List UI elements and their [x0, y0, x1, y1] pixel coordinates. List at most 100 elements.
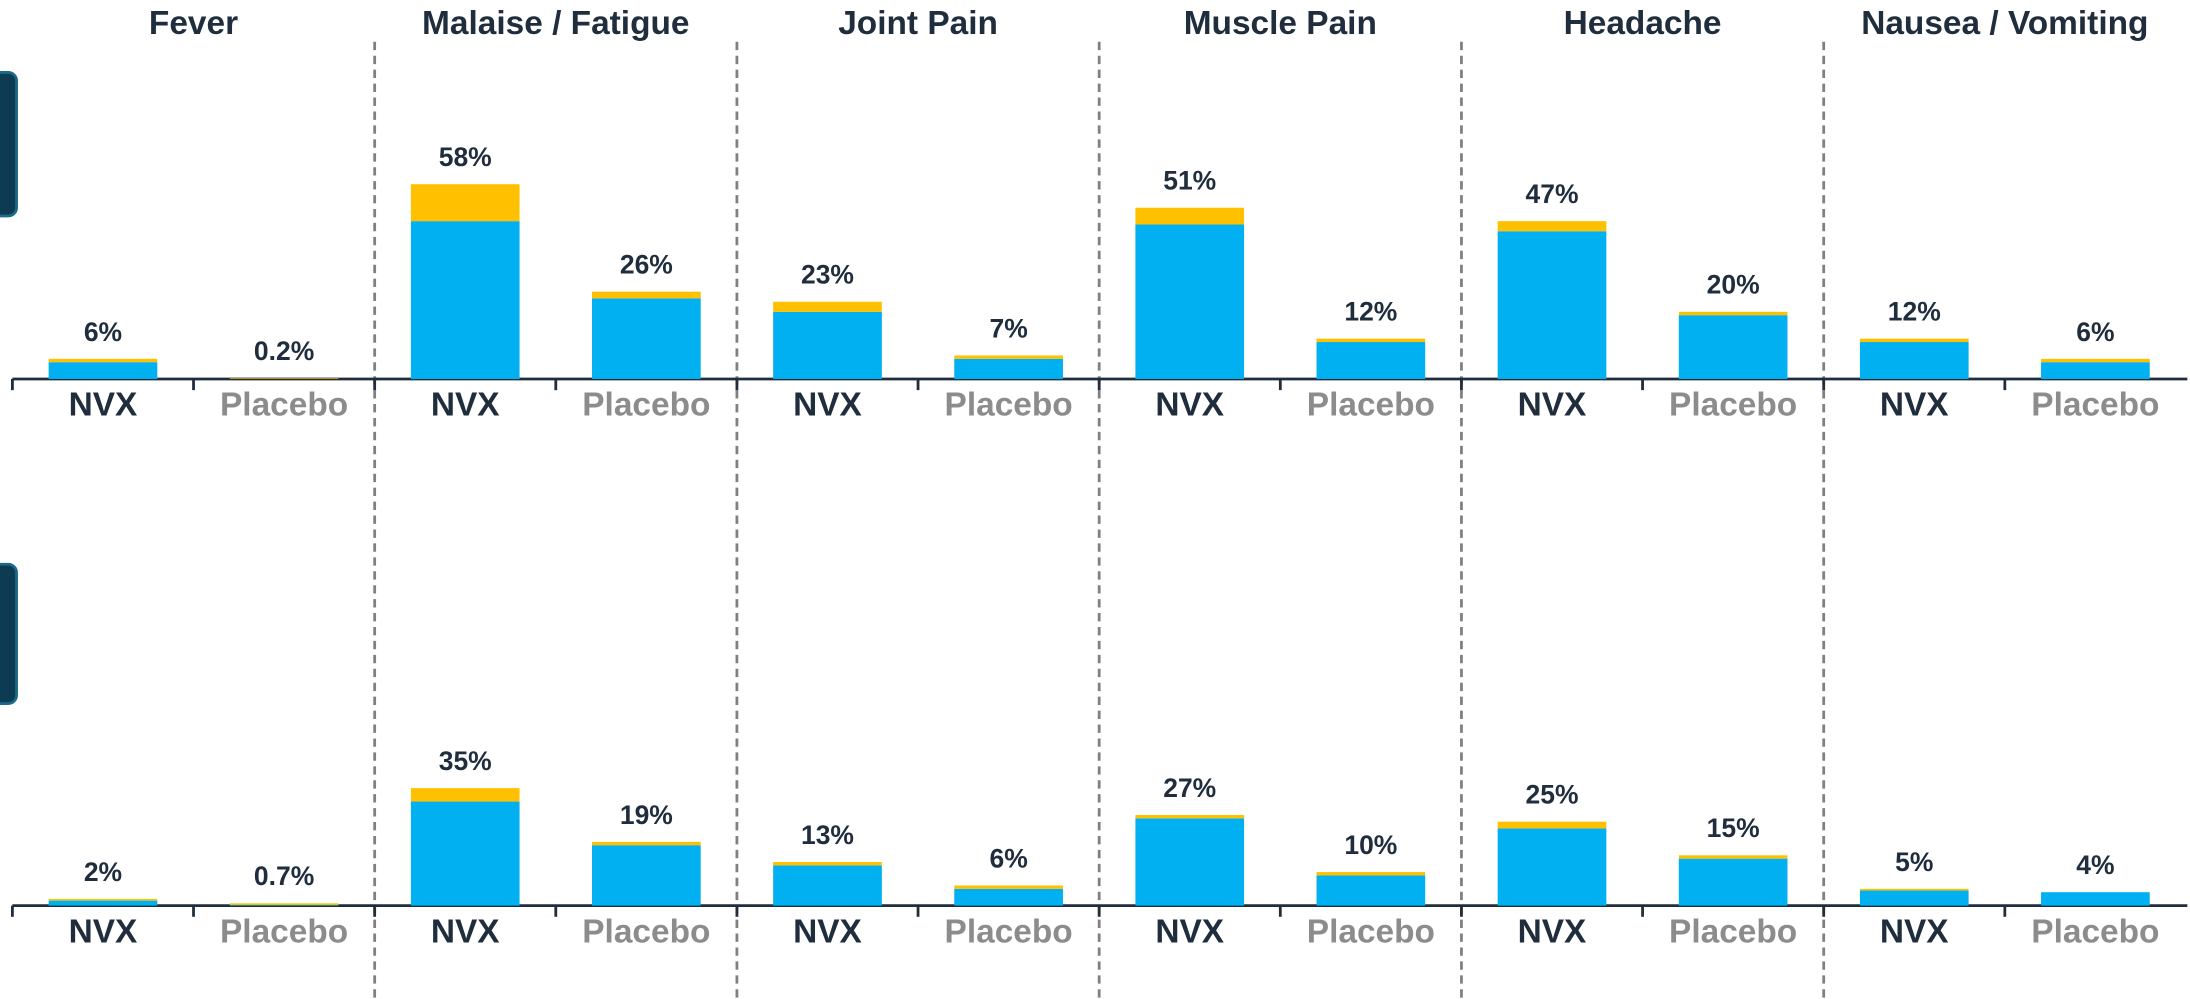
bar-segment	[48, 898, 158, 901]
bar-segment	[2041, 362, 2150, 379]
value-label: 2%	[84, 857, 122, 887]
value-label: 47%	[1526, 179, 1579, 209]
value-label: 19%	[620, 800, 673, 830]
panel-title: Headache	[1564, 5, 1722, 42]
bar-segment	[2041, 892, 2150, 906]
category-label: Placebo	[582, 387, 710, 424]
bar-segment	[410, 801, 520, 906]
panel-title: Malaise / Fatigue	[422, 5, 689, 42]
bar-segment	[1497, 221, 1607, 232]
value-label: 12%	[1888, 297, 1941, 327]
category-label: Placebo	[1669, 913, 1797, 950]
bar-segment	[1135, 224, 1245, 379]
bar-segment	[773, 865, 882, 906]
category-label: NVX	[1155, 913, 1224, 950]
bar-segment	[410, 221, 520, 379]
value-label: 13%	[801, 820, 854, 850]
bar-segment	[1497, 828, 1607, 906]
bar-segment	[592, 845, 701, 906]
category-label: Placebo	[220, 387, 348, 424]
value-label: 10%	[1344, 830, 1397, 860]
category-label: Placebo	[582, 913, 710, 950]
bar-segment	[410, 788, 520, 802]
bar-segment	[1859, 338, 1969, 343]
value-label: 20%	[1707, 270, 1760, 300]
bar-segment	[1316, 338, 1426, 343]
bar-segment	[48, 362, 158, 379]
value-label: 0.2%	[254, 336, 314, 366]
panel-title: Fever	[149, 5, 238, 42]
bar-segment	[2041, 358, 2150, 363]
category-label: NVX	[1518, 387, 1587, 424]
side-box	[0, 562, 18, 706]
bar-segment	[592, 298, 701, 379]
category-label: NVX	[431, 387, 500, 424]
bar-segment	[954, 355, 1063, 359]
bar-segment	[1497, 231, 1607, 379]
category-label: Placebo	[1307, 387, 1435, 424]
bar-segment	[1135, 814, 1245, 819]
bar-segment	[1316, 342, 1426, 379]
bar-segment	[592, 841, 701, 846]
category-label: Placebo	[945, 913, 1073, 950]
category-label: Placebo	[2031, 913, 2159, 950]
category-label: NVX	[69, 387, 138, 424]
panel-title: Joint Pain	[838, 5, 998, 42]
value-label: 23%	[801, 260, 854, 290]
category-label: NVX	[431, 913, 500, 950]
value-label: 27%	[1163, 773, 1216, 803]
category-label: Placebo	[1669, 387, 1797, 424]
bar-segment	[954, 885, 1063, 889]
bar-segment	[1859, 342, 1969, 379]
value-label: 5%	[1895, 847, 1933, 877]
category-label: NVX	[1518, 913, 1587, 950]
value-label: 6%	[84, 317, 122, 347]
value-label: 25%	[1526, 780, 1579, 810]
category-label: NVX	[1880, 913, 1949, 950]
category-label: NVX	[69, 913, 138, 950]
bar-segment	[229, 903, 339, 905]
category-label: NVX	[1155, 387, 1224, 424]
panel-title: Nausea / Vomiting	[1861, 5, 2148, 42]
value-label: 4%	[2076, 850, 2114, 880]
bar-segment	[1678, 311, 1788, 316]
value-label: 15%	[1707, 813, 1760, 843]
value-label: 6%	[2076, 317, 2114, 347]
bar-segment	[1135, 207, 1245, 225]
bar-segment	[1678, 858, 1788, 906]
bar-segment	[773, 301, 882, 312]
bar-segment	[954, 888, 1063, 906]
bar-segment	[1859, 890, 1969, 906]
bar-segment	[1316, 872, 1426, 876]
category-label: NVX	[1880, 387, 1949, 424]
value-label: 6%	[989, 843, 1027, 873]
value-label: 0.7%	[254, 861, 314, 891]
category-label: Placebo	[945, 387, 1073, 424]
bar-segment	[773, 861, 882, 866]
value-label: 58%	[439, 142, 492, 172]
category-label: Placebo	[2031, 387, 2159, 424]
bar-segment	[1678, 315, 1788, 379]
bar-segment	[48, 358, 158, 363]
panel-title: Muscle Pain	[1184, 5, 1377, 42]
value-label: 12%	[1344, 297, 1397, 327]
bar-segment	[48, 900, 158, 906]
side-box	[0, 71, 18, 218]
category-label: Placebo	[220, 913, 348, 950]
bar-segment	[1497, 821, 1607, 829]
bar-segment	[1859, 888, 1969, 891]
value-label: 7%	[989, 313, 1027, 343]
value-label: 51%	[1163, 166, 1216, 196]
bar-segment	[410, 184, 520, 222]
bar-segment	[1135, 818, 1245, 906]
bar-segment	[229, 378, 339, 379]
value-label: 26%	[620, 250, 673, 280]
bar-segment	[1678, 855, 1788, 859]
category-label: Placebo	[1307, 913, 1435, 950]
category-label: NVX	[793, 913, 862, 950]
category-label: NVX	[793, 387, 862, 424]
bar-segment	[954, 358, 1063, 379]
bar-segment	[229, 904, 339, 906]
bar-segment	[1316, 875, 1426, 906]
